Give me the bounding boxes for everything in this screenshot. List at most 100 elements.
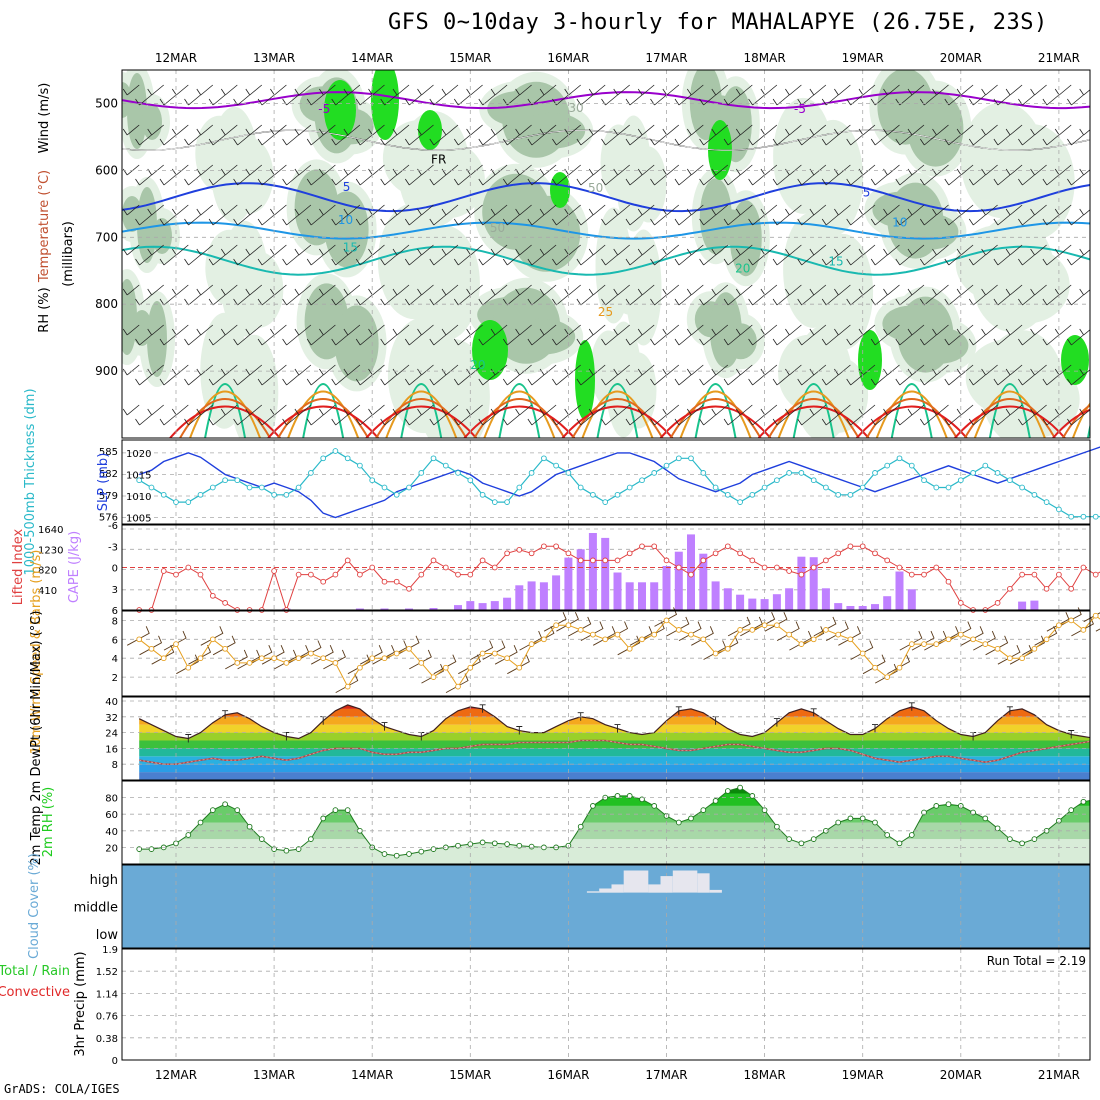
wind-barb <box>355 174 373 186</box>
wind-barb <box>1005 244 1023 256</box>
isotherm-arc <box>267 405 379 438</box>
wind-barb <box>870 414 888 426</box>
lifted-index-line-point <box>467 571 474 578</box>
lifted-index-line-point <box>1056 571 1062 578</box>
wind10m-speed-line-point <box>1080 627 1087 633</box>
wind-barb <box>981 404 998 416</box>
isotherm-arc <box>498 383 541 438</box>
cloud-level-label: middle <box>74 901 118 916</box>
wind10m-speed-line-point <box>1056 622 1062 629</box>
rh-shade-green <box>550 172 570 208</box>
wind-barb <box>1005 284 1023 296</box>
wind-barb <box>552 374 569 386</box>
wind-barb <box>613 164 630 176</box>
wind-barb <box>282 94 299 106</box>
lifted-index-line-point <box>724 543 731 550</box>
rh-line-point <box>1093 797 1098 802</box>
wind-barb <box>453 134 471 146</box>
thickness-line-point <box>357 462 363 469</box>
isotherm-arc <box>463 405 576 438</box>
rh-shade <box>132 310 152 346</box>
rh-line-point <box>749 793 756 799</box>
wind-barb <box>417 404 434 416</box>
lifted-index-line-point <box>602 557 609 564</box>
rh-line-point <box>234 807 241 813</box>
lifted-index-line-point <box>688 571 694 578</box>
wind10m-barb <box>212 635 236 656</box>
isotherm-arc <box>954 405 1066 438</box>
wind-barb <box>159 214 177 226</box>
wind-barb <box>355 334 373 346</box>
wind-barb <box>245 284 263 296</box>
isotherm-arc <box>865 398 958 438</box>
wind-barb <box>1018 174 1035 186</box>
wind-barb <box>785 204 802 216</box>
wind-barb <box>883 324 900 336</box>
wind-barb <box>895 174 913 186</box>
wind-barb <box>883 364 900 376</box>
wind-barb <box>748 334 765 346</box>
thickness-line-point <box>1019 484 1025 491</box>
wind-barb <box>515 324 532 336</box>
wind10m-barb <box>1046 612 1070 632</box>
wind-barb <box>147 84 164 96</box>
date-label-bottom: 12MAR <box>155 1068 197 1082</box>
wind-barb <box>515 364 532 376</box>
cape-bar <box>895 571 904 610</box>
panel-frame <box>121 610 1091 697</box>
lifted-index-line-point <box>737 550 743 557</box>
wind-barb <box>208 374 226 386</box>
thickness-line-point <box>712 484 719 491</box>
wind-barb <box>699 414 716 426</box>
isotherm-arc <box>596 383 639 438</box>
wind-barb <box>245 84 263 96</box>
wind10m-speed-line-point <box>455 683 461 690</box>
rh-line-point <box>639 796 645 803</box>
wind10m-speed-line-point <box>393 650 400 657</box>
wind-barb <box>588 124 606 136</box>
wind-barb <box>208 334 226 346</box>
thickness-line-point <box>344 455 351 462</box>
wind-barb <box>919 214 937 226</box>
wind10m-barb <box>691 626 714 646</box>
rh-line-point <box>516 842 523 849</box>
thickness-line-point <box>406 484 412 491</box>
thickness-line-point <box>369 477 376 484</box>
wind-barb <box>429 334 447 346</box>
wind-barb <box>417 84 434 96</box>
wind-barb <box>601 174 618 186</box>
wind10m-speed-line-point <box>700 636 707 643</box>
wind-barb <box>588 84 606 96</box>
rh-line-point <box>872 819 878 826</box>
thickness-line-point <box>908 462 915 469</box>
lifted-index-line-point <box>700 557 707 564</box>
cloud-high-block <box>648 884 661 893</box>
wind-barb <box>1005 324 1023 336</box>
thickness-line-point <box>774 477 780 484</box>
lifted-index-line-point <box>896 564 903 571</box>
wind-barb <box>1030 324 1047 336</box>
rh-shade <box>412 142 485 219</box>
thickness-line-point <box>258 484 265 491</box>
upper-panel-shading <box>122 70 1090 438</box>
lifted-index-line-point <box>945 578 952 585</box>
thickness-line-point <box>884 462 891 469</box>
wind-barb <box>515 84 532 96</box>
thickness-axis-label: 1000-500mb Thickness (dm) <box>23 388 38 575</box>
wind10m-barb <box>899 630 923 651</box>
rh-shade <box>625 229 662 346</box>
wind-barb <box>834 364 851 376</box>
wind-barb <box>637 204 655 216</box>
lifted-index-line-point <box>810 564 817 571</box>
wind-barb <box>637 244 655 256</box>
lifted-index-line-point <box>491 564 498 571</box>
wind-barb <box>1018 414 1035 426</box>
wind-barb <box>625 254 643 266</box>
temp-minmax-marker <box>1006 706 1013 715</box>
thickness-line-point <box>737 499 743 505</box>
wind-barb <box>625 134 643 146</box>
temp-band <box>139 764 1090 773</box>
date-label-bottom: 21MAR <box>1038 1068 1080 1082</box>
thickness-tick: 579 <box>99 491 118 502</box>
wind10m-barb <box>862 654 886 675</box>
